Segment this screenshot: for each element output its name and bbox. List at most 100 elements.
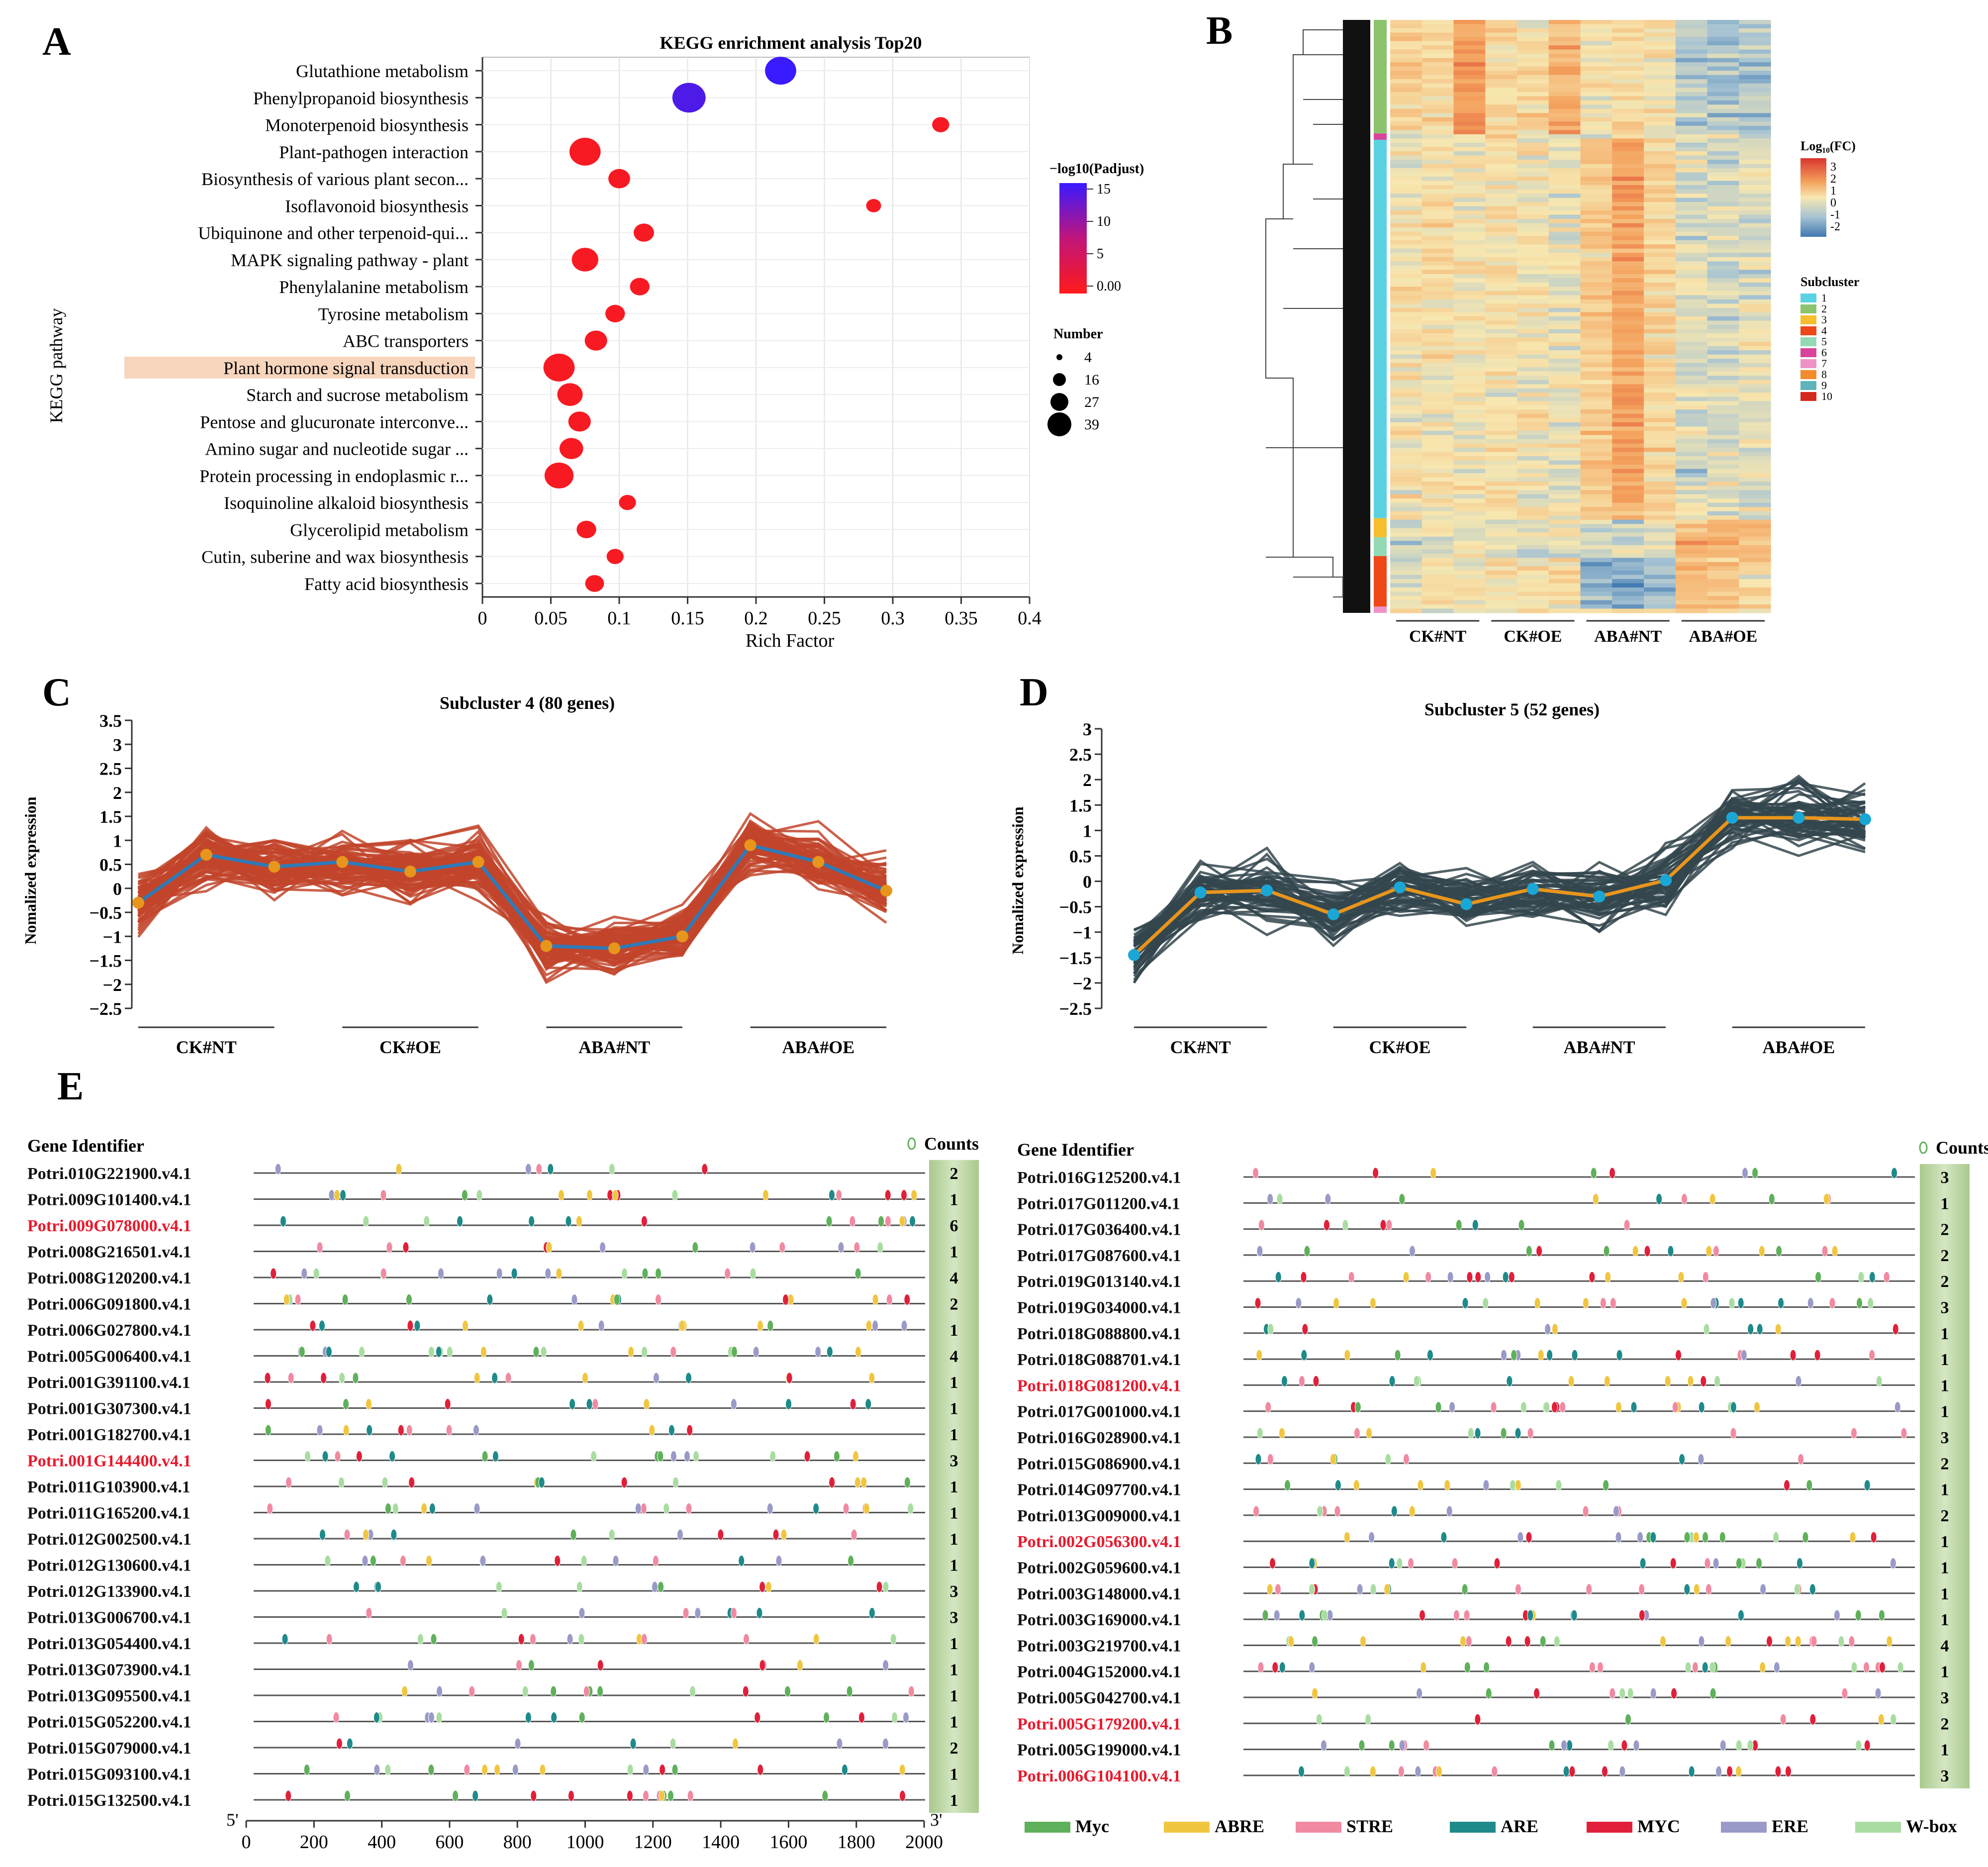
chart-b-heat-cell bbox=[1453, 604, 1486, 609]
chart-e-motif bbox=[1624, 1713, 1631, 1725]
chart-b-heat-cell bbox=[1485, 587, 1517, 592]
chart-e-motif bbox=[1551, 1323, 1558, 1335]
chart-b-heat-cell bbox=[1517, 303, 1549, 308]
chart-b-heat-cell bbox=[1390, 532, 1422, 537]
chart-b-heat-cell bbox=[1453, 502, 1486, 507]
chart-b-heat-cell bbox=[1675, 265, 1708, 270]
chart-b-heat-cell bbox=[1675, 477, 1708, 482]
chart-e-motif bbox=[1370, 1583, 1377, 1595]
chart-b-heat-cell bbox=[1517, 100, 1549, 105]
chart-b-heat-cell bbox=[1453, 447, 1486, 453]
chart-b-heat-cell bbox=[1580, 473, 1612, 478]
chart-e-motif bbox=[826, 1346, 833, 1358]
chart-b-heat-cell bbox=[1485, 498, 1517, 503]
chart-b-heat-cell bbox=[1644, 291, 1676, 296]
chart-b-heat-cell bbox=[1739, 405, 1771, 410]
chart-b-heat-cell bbox=[1739, 486, 1771, 491]
chart-e-motif bbox=[907, 1503, 914, 1514]
chart-b-heat-cell bbox=[1453, 240, 1486, 245]
chart-b-group-label: ABA#NT bbox=[1594, 627, 1662, 646]
chart-b-heat-cell bbox=[1453, 104, 1486, 109]
chart-e-motif bbox=[1886, 1635, 1893, 1647]
chart-b-heat-cell bbox=[1453, 58, 1486, 63]
chart-e-motif bbox=[1444, 1479, 1451, 1491]
chart-b-heat-cell bbox=[1644, 307, 1676, 313]
chart-b-heat-cell bbox=[1612, 545, 1644, 550]
chart-b-heat-cell bbox=[1485, 307, 1517, 313]
chart-b-heat-cell bbox=[1739, 477, 1771, 482]
chart-e-motif bbox=[265, 1398, 272, 1410]
chart-e-motif bbox=[769, 1451, 776, 1462]
chart-e-motif bbox=[1589, 1662, 1596, 1673]
chart-b-heat-cell bbox=[1739, 316, 1771, 321]
d-plot-mean-point bbox=[1793, 811, 1805, 824]
chart-b-heat-cell bbox=[1580, 307, 1612, 313]
chart-e-motif bbox=[1317, 1505, 1324, 1517]
chart-b-heat-cell bbox=[1707, 447, 1739, 453]
chart-e-motif bbox=[464, 1764, 471, 1775]
chart-b-heat-cell bbox=[1390, 248, 1422, 253]
chart-e-motif bbox=[1262, 1609, 1269, 1621]
chart-b-heat-cell bbox=[1548, 197, 1581, 202]
chart-b-heat-cell bbox=[1548, 558, 1581, 563]
chart-e-motif bbox=[414, 1320, 421, 1332]
chart-b-heat-cell bbox=[1644, 384, 1676, 389]
chart-b-heat-cell bbox=[1707, 189, 1739, 194]
chart-b-heat-cell bbox=[1675, 342, 1708, 347]
chart-b-heat-cell bbox=[1644, 214, 1676, 219]
chart-b-heat-cell bbox=[1421, 62, 1454, 67]
chart-b-heat-cell bbox=[1517, 371, 1549, 376]
chart-e-motif bbox=[1484, 1271, 1491, 1283]
chart-b-heat-cell bbox=[1517, 515, 1549, 520]
chart-e-motif bbox=[1897, 1662, 1904, 1673]
chart-b-heat-cell bbox=[1485, 439, 1517, 444]
chart-b-heat-cell bbox=[1644, 62, 1676, 67]
chart-b-heat-cell bbox=[1580, 575, 1612, 580]
chart-e-motif bbox=[1312, 1687, 1319, 1699]
chart-b-heat-cell bbox=[1580, 570, 1612, 575]
chart-b-heat-cell bbox=[1390, 524, 1422, 529]
chart-e-motif bbox=[882, 1581, 889, 1593]
chart-b-heat-cell bbox=[1707, 147, 1739, 152]
chart-e-motif bbox=[850, 1398, 856, 1410]
chart-e-motif bbox=[514, 1738, 521, 1750]
chart-b-heat-cell bbox=[1485, 312, 1517, 317]
chart-b-heat-cell bbox=[1485, 418, 1517, 423]
chart-b-heat-cell bbox=[1612, 608, 1644, 613]
chart-b-heat-cell bbox=[1517, 519, 1549, 524]
chart-b-heat-cell bbox=[1453, 460, 1486, 465]
chart-b-heat-cell bbox=[1453, 54, 1486, 59]
chart-e-motif bbox=[1515, 1427, 1521, 1439]
chart-b-heat-cell bbox=[1390, 202, 1422, 207]
chart-b-heat-cell bbox=[1707, 562, 1739, 567]
chart-e-motif bbox=[301, 1268, 308, 1279]
chart-e-motif bbox=[1524, 1635, 1531, 1647]
chart-e-gene-id: Potri.018G088701.v4.1 bbox=[1017, 1351, 1181, 1369]
chart-b-heat-cell bbox=[1517, 430, 1549, 435]
chart-b-heat-cell bbox=[1612, 138, 1644, 143]
chart-e-motif bbox=[766, 1503, 773, 1514]
chart-b-heat-cell bbox=[1453, 172, 1486, 177]
chart-b-heat-cell bbox=[1390, 172, 1422, 177]
chart-e-gene-id: Potri.013G073900.v4.1 bbox=[27, 1661, 191, 1679]
chart-b-cluster-band bbox=[1374, 139, 1387, 518]
chart-b-heat-cell bbox=[1707, 138, 1739, 143]
chart-e-motif bbox=[1796, 1558, 1803, 1569]
chart-e-motif bbox=[1553, 1635, 1560, 1647]
chart-b-heat-cell bbox=[1421, 469, 1454, 474]
chart-e-motif bbox=[318, 1320, 325, 1332]
chart-b-heat-cell bbox=[1612, 168, 1644, 173]
chart-b-heat-cell bbox=[1390, 587, 1422, 592]
chart-b-heat-cell bbox=[1421, 426, 1454, 431]
chart-b-heat-cell bbox=[1644, 32, 1676, 37]
chart-b-heat-cell bbox=[1707, 248, 1739, 253]
chart-e-motif bbox=[1856, 1297, 1863, 1309]
chart-e-motif bbox=[570, 1529, 577, 1541]
chart-b-heat-cell bbox=[1421, 388, 1454, 393]
chart-b-heat-cell bbox=[1453, 579, 1486, 584]
chart-e-motif bbox=[1741, 1167, 1748, 1179]
chart-b-heat-cell bbox=[1675, 363, 1708, 368]
chart-b-heat-cell bbox=[1707, 354, 1739, 359]
chart-b-heat-cell bbox=[1707, 608, 1739, 613]
